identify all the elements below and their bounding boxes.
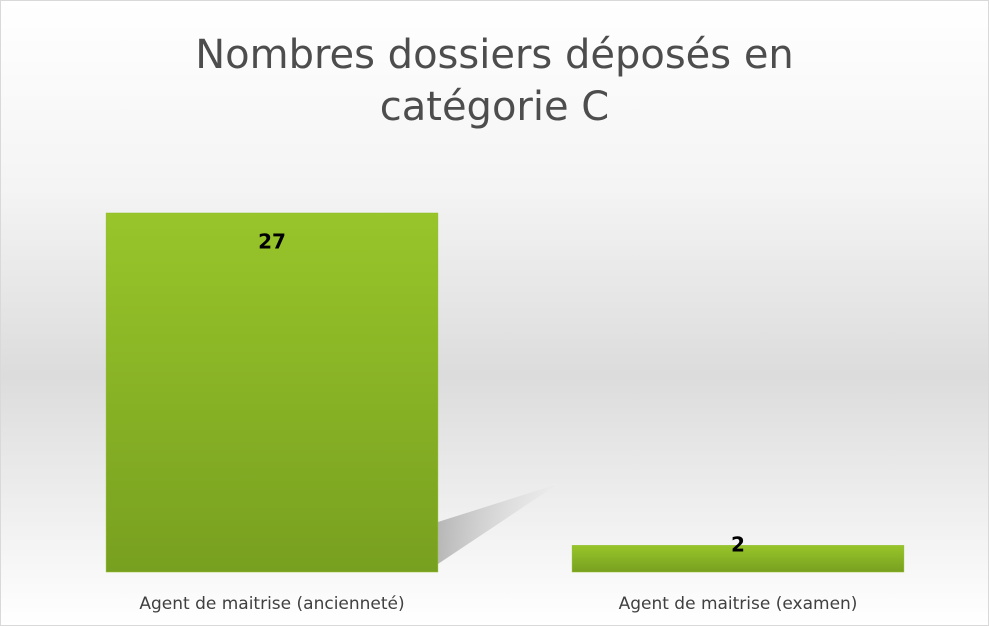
bar-shadow — [437, 484, 558, 564]
data-label: 27 — [258, 230, 286, 254]
bar — [105, 212, 439, 573]
title-box: Nombres dossiers déposés en catégorie C — [1, 29, 988, 133]
chart-title: Nombres dossiers déposés en catégorie C — [195, 32, 794, 130]
x-tick-label: Agent de maitrise (ancienneté) — [139, 594, 404, 614]
data-label: 2 — [731, 533, 745, 557]
x-tick-label: Agent de maitrise (examen) — [619, 594, 858, 614]
plot-area: Agent de maitrise (ancienneté) 27 Agent de… — [105, 212, 905, 614]
bar — [571, 545, 905, 573]
